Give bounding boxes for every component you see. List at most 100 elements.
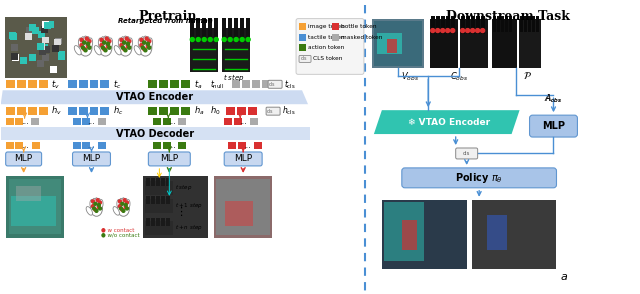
Circle shape: [222, 38, 226, 41]
FancyBboxPatch shape: [31, 26, 38, 34]
Text: ...: ...: [168, 141, 176, 150]
FancyBboxPatch shape: [202, 18, 206, 39]
FancyBboxPatch shape: [234, 18, 238, 39]
Circle shape: [108, 40, 111, 43]
FancyBboxPatch shape: [42, 21, 49, 28]
Ellipse shape: [106, 37, 110, 46]
FancyBboxPatch shape: [254, 142, 262, 149]
Circle shape: [85, 37, 88, 40]
FancyBboxPatch shape: [11, 196, 56, 225]
FancyBboxPatch shape: [470, 16, 475, 34]
Circle shape: [190, 38, 195, 41]
Ellipse shape: [126, 37, 130, 46]
Circle shape: [128, 40, 131, 43]
Ellipse shape: [95, 198, 99, 206]
FancyBboxPatch shape: [224, 152, 262, 166]
FancyBboxPatch shape: [26, 26, 33, 34]
FancyBboxPatch shape: [481, 16, 485, 34]
Circle shape: [123, 41, 125, 44]
Circle shape: [100, 38, 103, 41]
FancyBboxPatch shape: [72, 142, 81, 149]
FancyBboxPatch shape: [431, 16, 435, 34]
FancyBboxPatch shape: [31, 118, 38, 125]
FancyBboxPatch shape: [156, 218, 161, 225]
Circle shape: [125, 37, 128, 40]
FancyBboxPatch shape: [36, 44, 44, 51]
Text: action token: action token: [308, 46, 344, 51]
Circle shape: [127, 45, 129, 48]
Ellipse shape: [119, 39, 132, 56]
Text: Policy $\pi_{\theta}$: Policy $\pi_{\theta}$: [455, 171, 503, 185]
Text: CLS token: CLS token: [313, 56, 342, 61]
FancyBboxPatch shape: [228, 142, 236, 149]
FancyBboxPatch shape: [179, 142, 186, 149]
Ellipse shape: [90, 200, 93, 208]
Circle shape: [92, 200, 94, 203]
FancyBboxPatch shape: [372, 19, 424, 69]
FancyBboxPatch shape: [47, 21, 54, 28]
FancyBboxPatch shape: [163, 118, 171, 125]
Text: image token: image token: [308, 24, 345, 29]
FancyBboxPatch shape: [28, 80, 36, 88]
Circle shape: [86, 45, 90, 48]
Circle shape: [124, 203, 127, 206]
FancyBboxPatch shape: [6, 152, 42, 166]
Text: $t_a$: $t_a$: [195, 78, 203, 91]
FancyBboxPatch shape: [28, 107, 36, 115]
Text: Downstream Task: Downstream Task: [445, 10, 570, 23]
Circle shape: [105, 37, 108, 40]
Ellipse shape: [94, 46, 101, 55]
Ellipse shape: [84, 36, 88, 45]
Circle shape: [95, 209, 98, 212]
Text: Retargeted from human: Retargeted from human: [118, 18, 212, 24]
FancyBboxPatch shape: [42, 36, 49, 44]
FancyBboxPatch shape: [38, 31, 45, 38]
Ellipse shape: [114, 46, 121, 55]
Ellipse shape: [118, 201, 129, 216]
FancyBboxPatch shape: [38, 44, 45, 51]
Text: $t_v$: $t_v$: [51, 78, 60, 91]
Text: $t$ step: $t$ step: [223, 72, 245, 83]
FancyBboxPatch shape: [17, 80, 26, 88]
FancyBboxPatch shape: [332, 23, 339, 30]
Circle shape: [140, 44, 143, 47]
FancyBboxPatch shape: [181, 80, 190, 88]
Text: ...: ...: [88, 141, 95, 150]
Circle shape: [148, 40, 151, 43]
FancyBboxPatch shape: [242, 80, 250, 88]
Circle shape: [96, 199, 99, 202]
FancyBboxPatch shape: [79, 80, 88, 88]
Text: masked token: masked token: [341, 34, 382, 39]
FancyBboxPatch shape: [72, 152, 111, 166]
Ellipse shape: [141, 37, 145, 46]
FancyBboxPatch shape: [166, 196, 170, 204]
Ellipse shape: [92, 198, 96, 207]
FancyBboxPatch shape: [11, 44, 18, 51]
FancyBboxPatch shape: [518, 19, 541, 69]
Text: $t_c$: $t_c$: [113, 78, 122, 91]
FancyBboxPatch shape: [40, 26, 47, 33]
Circle shape: [120, 207, 122, 210]
Ellipse shape: [146, 37, 150, 46]
Ellipse shape: [99, 38, 102, 47]
FancyBboxPatch shape: [476, 16, 480, 34]
FancyBboxPatch shape: [456, 148, 477, 159]
Ellipse shape: [124, 36, 127, 45]
FancyBboxPatch shape: [156, 178, 161, 186]
Circle shape: [196, 38, 200, 41]
Circle shape: [92, 205, 94, 208]
FancyBboxPatch shape: [6, 142, 13, 149]
Text: ...: ...: [20, 141, 29, 150]
Circle shape: [121, 202, 124, 205]
FancyBboxPatch shape: [9, 31, 15, 39]
Ellipse shape: [99, 39, 112, 56]
FancyBboxPatch shape: [161, 196, 165, 204]
Ellipse shape: [139, 39, 152, 56]
Text: MLP: MLP: [83, 154, 100, 163]
FancyBboxPatch shape: [179, 118, 186, 125]
FancyBboxPatch shape: [159, 107, 168, 115]
Circle shape: [118, 205, 121, 208]
Circle shape: [101, 46, 104, 49]
Text: ...: ...: [20, 117, 29, 126]
Ellipse shape: [89, 38, 93, 47]
